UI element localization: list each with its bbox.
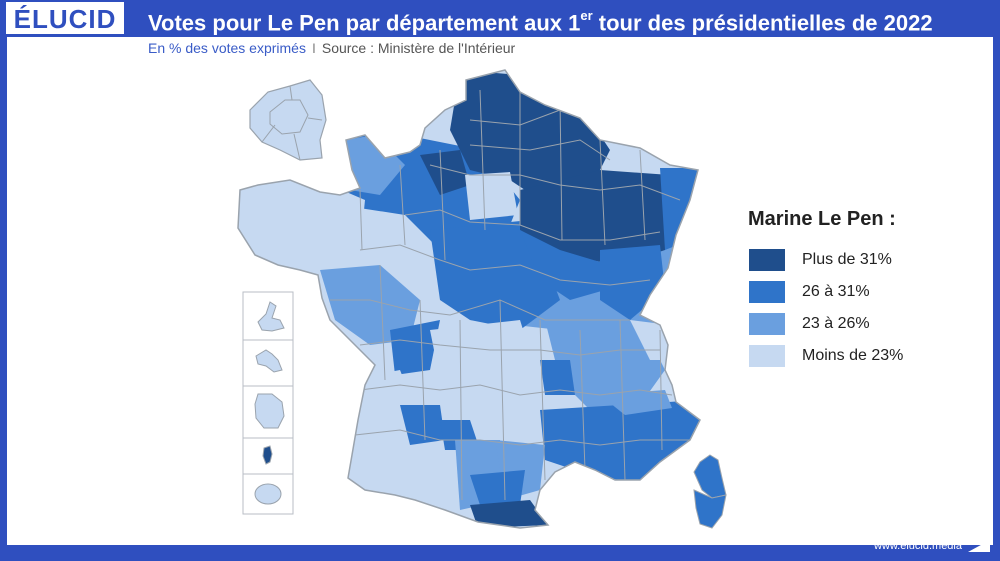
subtitle: En % des votes exprimés I Source : Ministè… — [148, 40, 515, 56]
region-loire — [540, 360, 575, 395]
borders-south — [354, 384, 690, 446]
region-ile-de-france — [465, 172, 518, 220]
legend-item: 26 à 31% — [748, 277, 903, 307]
paris-inset — [249, 79, 327, 161]
mayotte-shape — [262, 445, 273, 465]
legend-swatch-plus-31 — [748, 248, 786, 272]
guyane-shape — [254, 393, 285, 429]
region-rhone-alpes — [545, 320, 665, 410]
title-superscript: er — [580, 8, 593, 23]
borders-vertical-south — [379, 264, 663, 501]
legend-label: 23 à 26% — [802, 315, 870, 332]
legend-swatch-moins-23 — [748, 344, 786, 368]
page-title: Votes pour Le Pen par département aux 1e… — [148, 4, 933, 37]
legend-swatch-23-26 — [748, 312, 786, 336]
legend: Marine Le Pen : Plus de 31% 26 à 31% 23 … — [748, 208, 903, 373]
subtitle-source: Source : Ministère de l'Intérieur — [321, 40, 516, 56]
subtitle-separator: I — [311, 40, 316, 56]
region-aude — [470, 470, 525, 505]
footer: www.elucid.media — [874, 540, 990, 552]
legend-label: Moins de 23% — [802, 347, 904, 364]
corsica — [693, 454, 727, 529]
paris-inset-inner-ring — [269, 99, 309, 135]
footer-bar — [0, 545, 1000, 561]
overseas-insets — [242, 291, 294, 515]
region-bretagne — [238, 180, 365, 270]
region-pyrenees-orientales — [470, 500, 548, 528]
legend-item: 23 à 26% — [748, 309, 903, 339]
legend-item: Plus de 31% — [748, 245, 903, 275]
footer-url[interactable]: www.elucid.media — [873, 540, 962, 552]
region-west-light — [320, 265, 420, 345]
guadeloupe-shape — [257, 301, 285, 332]
martinique-shape — [255, 349, 283, 373]
haute-corse — [693, 454, 727, 499]
borders-center — [330, 299, 660, 356]
subtitle-unit: En % des votes exprimés — [148, 40, 306, 56]
reunion-shape — [254, 483, 282, 505]
region-alsace — [660, 168, 700, 250]
region-alpes — [600, 390, 672, 415]
region-grand-est — [520, 170, 670, 265]
legend-swatch-26-31 — [748, 280, 786, 304]
region-seine-maritime — [420, 150, 470, 195]
legend-label: Plus de 31% — [802, 251, 892, 268]
paris-inset-borders — [261, 85, 323, 161]
region-lot-et-garonne — [400, 405, 445, 445]
header-bar: ÉLUCID Votes pour Le Pen par département… — [0, 0, 1000, 37]
legend-item: Moins de 23% — [748, 341, 903, 371]
borders-vertical — [359, 89, 646, 261]
elucid-logo[interactable]: ÉLUCID — [6, 2, 124, 34]
title-end: tour des présidentielles de 2022 — [592, 10, 933, 36]
department-borders — [330, 89, 690, 501]
region-south-west — [348, 370, 420, 500]
region-hauts-de-france — [450, 70, 610, 200]
region-charente — [390, 320, 440, 375]
legend-label: 26 à 31% — [802, 283, 870, 300]
legend-title: Marine Le Pen : — [748, 208, 896, 230]
title-main: Votes pour Le Pen par département aux 1 — [148, 10, 581, 36]
elucid-mark-icon — [968, 540, 990, 552]
mainland-regions — [238, 70, 700, 528]
corse-du-sud — [693, 489, 727, 529]
france-outline — [237, 69, 701, 529]
